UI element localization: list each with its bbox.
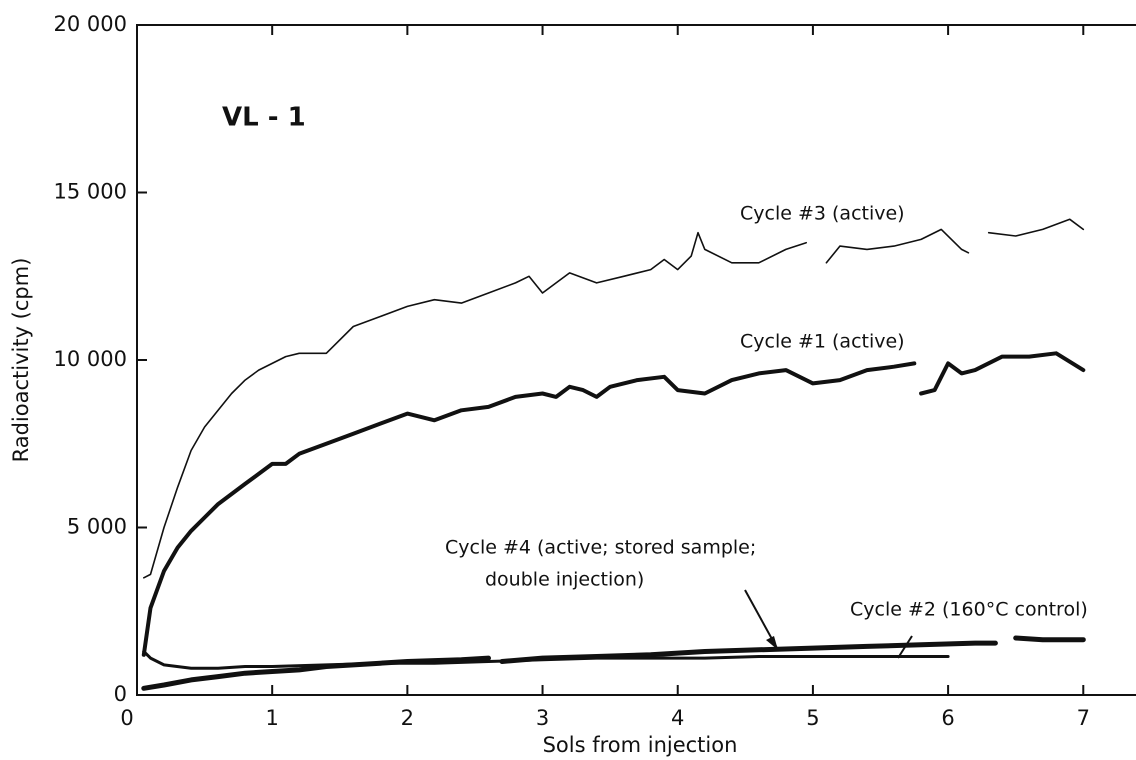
- annotation: Cycle #4 (active; stored sample;: [445, 537, 756, 559]
- x-tick-label: 3: [536, 706, 549, 730]
- x-tick-label: 6: [941, 706, 954, 730]
- annotation: Cycle #3 (active): [740, 203, 905, 225]
- series-line: [143, 218, 1085, 579]
- y-tick-label: 15 000: [54, 180, 127, 204]
- y-tick-label: 10 000: [54, 347, 127, 371]
- x-tick-label: 7: [1077, 706, 1090, 730]
- arrow-head: [766, 636, 778, 650]
- y-tick-label: 0: [114, 682, 127, 706]
- x-tick-label: 0: [120, 706, 133, 730]
- x-tick-label: 1: [265, 706, 278, 730]
- x-axis-label: Sols from injection: [543, 733, 738, 757]
- annotation: Cycle #1 (active): [740, 331, 905, 353]
- series-line: [141, 351, 1086, 657]
- chart-title: VL - 1: [222, 103, 306, 133]
- annotation: Cycle #2 (160°C control): [850, 599, 1088, 621]
- x-tick-label: 4: [671, 706, 684, 730]
- y-tick-label: 20 000: [54, 12, 127, 36]
- x-tick-label: 2: [401, 706, 414, 730]
- annotation: double injection): [485, 569, 644, 591]
- series-line: [141, 635, 1086, 691]
- y-axis-label: Radioactivity (cpm): [9, 258, 33, 463]
- series-line: [142, 650, 950, 670]
- y-tick-label: 5 000: [67, 515, 127, 539]
- x-tick-label: 5: [806, 706, 819, 730]
